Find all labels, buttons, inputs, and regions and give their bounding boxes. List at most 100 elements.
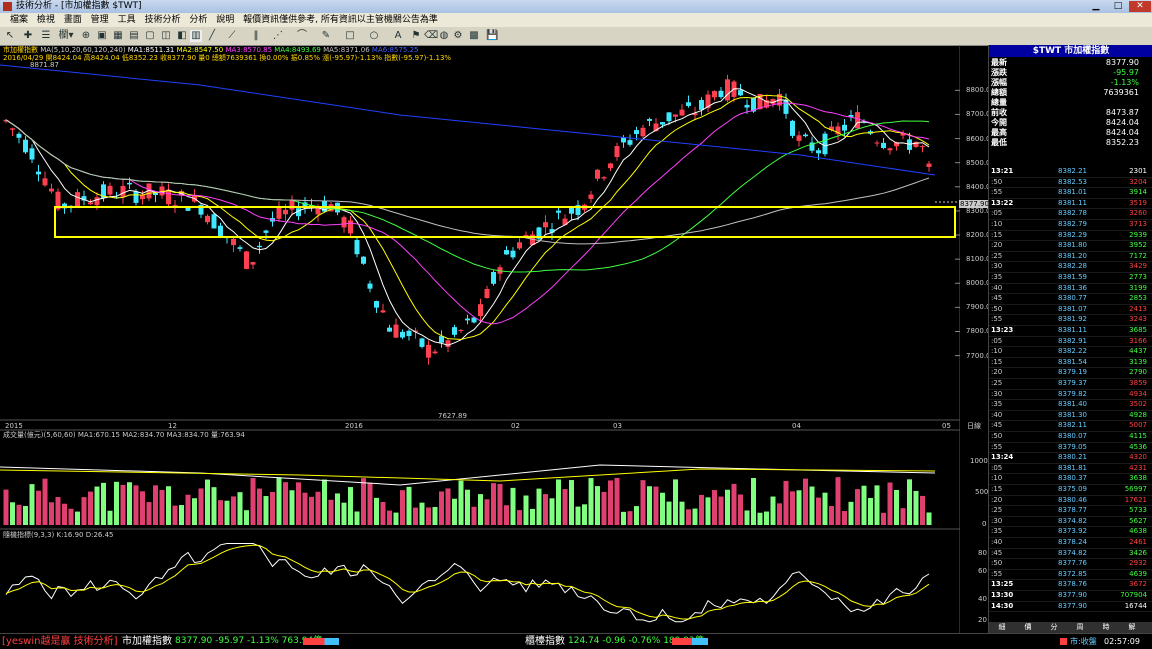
flag-icon[interactable]: ⚑ [411,30,421,41]
tick-row[interactable]: :35 8381.40 3502 [989,399,1152,411]
tick-row[interactable]: :55 8381.92 3243 [989,314,1152,326]
settings-icon[interactable]: ⚙ [453,30,463,41]
cursor-icon[interactable]: ↖ [5,30,15,41]
tick-row[interactable]: :55 8381.01 3914 [989,187,1152,199]
layout-icon[interactable]: ▤ [129,30,139,41]
tab-special[interactable]: 時 [1102,623,1110,631]
fit-icon[interactable]: ▣ [97,30,107,41]
tick-row[interactable]: 13:21 8382.21 2301 [989,166,1152,178]
tab-minute[interactable]: 分 [1050,623,1058,631]
window-icon[interactable]: ▢ [145,30,155,41]
menu-manage[interactable]: 管理 [90,15,109,25]
tick-row[interactable]: :20 8380.46 17621 [989,495,1152,507]
tick-row[interactable]: :25 8379.37 3859 [989,378,1152,390]
tick-row[interactable]: :35 8373.92 4638 [989,526,1152,538]
menu-screen[interactable]: 畫面 [63,15,82,25]
menu-view[interactable]: 檢視 [36,15,55,25]
tick-row[interactable]: :50 8382.53 3204 [989,177,1152,189]
tab-price[interactable]: 價 [1024,623,1032,631]
tick-row[interactable]: 13:25 8378.76 3672 [989,579,1152,591]
tick-row[interactable]: :40 8381.36 3199 [989,283,1152,295]
indicator-icon[interactable]: ▥ [190,30,202,42]
tick-row[interactable]: :55 8379.05 4536 [989,442,1152,454]
tick-volume: 4115 [1129,432,1147,440]
color-icon[interactable]: ◍ [439,30,449,41]
tick-row[interactable]: :50 8380.07 4115 [989,431,1152,443]
volume-bar [49,502,54,525]
tick-row[interactable]: :05 8382.91 3166 [989,336,1152,348]
trend-icon[interactable]: ⟋ [228,30,236,41]
arc-icon[interactable]: ⌒ [297,30,307,41]
tick-row[interactable]: :40 8378.24 2461 [989,537,1152,549]
pen-icon[interactable]: ✎ [321,30,331,41]
minimize-button[interactable]: ▁ [1092,1,1100,11]
bars-icon[interactable]: ‖ [253,30,259,41]
list-icon[interactable]: ☰ [41,30,51,41]
tick-row[interactable]: :15 8382.29 2939 [989,230,1152,242]
circle-icon[interactable]: ○ [369,30,379,41]
tick-row[interactable]: :30 8374.82 5627 [989,516,1152,528]
d-line [5,544,930,620]
price-axis-label: 8500.0 [966,158,991,167]
tick-row[interactable]: 13:30 8377.90 707904 [989,590,1152,602]
palette-icon[interactable]: ▩ [469,30,479,41]
tick-row[interactable]: :10 8382.79 3713 [989,219,1152,231]
line-tool-icon[interactable]: ╱ [208,30,216,41]
eraser-icon[interactable]: ⌫ [424,30,439,41]
maximize-button[interactable]: □ [1113,1,1123,11]
menu-help[interactable]: 說明 [216,15,235,25]
menu-technical[interactable]: 技術分析 [144,15,181,25]
tick-row[interactable]: :10 8380.37 3638 [989,473,1152,485]
compare-icon[interactable]: ◧ [177,30,187,41]
tick-row[interactable]: :10 8382.22 4437 [989,346,1152,358]
menu-tools[interactable]: 工具 [117,15,136,25]
candle [699,100,704,110]
tick-row[interactable]: :40 8381.30 4928 [989,410,1152,422]
tick-row[interactable]: :45 8380.77 2853 [989,293,1152,305]
menu-analysis[interactable]: 分析 [189,15,208,25]
volume-bar [829,506,834,525]
tick-row[interactable]: :45 8374.82 3426 [989,548,1152,560]
tick-row[interactable]: :05 8381.81 4231 [989,463,1152,475]
tick-row[interactable]: :35 8381.59 2773 [989,272,1152,284]
tick-row[interactable]: :55 8372.85 4639 [989,569,1152,581]
tick-row[interactable]: :15 8375.09 56997 [989,484,1152,496]
tab-explain[interactable]: 解 [1128,623,1136,631]
tick-row[interactable]: :30 8382.28 3429 [989,261,1152,273]
tick-price: 8377.90 [1058,591,1087,599]
tab-week[interactable]: 周 [1076,623,1084,631]
chart-area[interactable]: 市加權指數 MA(5,10,20,60,120,240) MA1:8511.31… [0,45,991,633]
tab-detail[interactable]: 細 [998,623,1006,631]
tick-row[interactable]: :25 8378.77 5733 [989,505,1152,517]
volume-bar [822,492,828,525]
tick-row[interactable]: :50 8377.76 2932 [989,558,1152,570]
volume-bar [94,486,100,525]
volume-bar [770,496,776,525]
grid-icon[interactable]: ▦ [113,30,123,41]
tick-row[interactable]: 13:22 8381.11 3519 [989,198,1152,210]
rect-icon[interactable]: □ [345,30,355,41]
fan-icon[interactable]: ⋰ [273,30,283,41]
candle [913,141,919,147]
tick-row[interactable]: 13:23 8381.11 3685 [989,325,1152,337]
tick-row[interactable]: :50 8381.07 2413 [989,304,1152,316]
tick-row[interactable]: :30 8379.82 4934 [989,389,1152,401]
tick-row[interactable]: :25 8381.20 7172 [989,251,1152,263]
chart-icon[interactable]: ◫ [161,30,171,41]
tick-row[interactable]: 13:24 8380.21 4320 [989,452,1152,464]
tick-row[interactable]: :20 8381.80 3952 [989,240,1152,252]
crosshair-icon[interactable]: ✚ [23,30,33,41]
tick-row[interactable]: :45 8382.11 5007 [989,420,1152,432]
save-icon[interactable]: 💾 [486,30,499,41]
menu-file[interactable]: 檔案 [10,15,29,25]
close-button[interactable]: ✕ [1129,1,1151,12]
text-icon[interactable]: A [394,30,402,41]
zoom-in-icon[interactable]: ⊕ [81,30,91,41]
kd-legend: 隨機指標(9,3,3) K:16.90 D:26.45 [3,531,114,539]
tick-row[interactable]: :05 8382.78 3260 [989,208,1152,220]
tick-row[interactable]: :20 8379.19 2790 [989,367,1152,379]
period-icon[interactable]: 欄▾ [58,30,74,41]
tick-row[interactable]: 14:30 8377.90 16744 [989,601,1152,613]
chart-canvas[interactable] [0,45,960,633]
tick-row[interactable]: :15 8381.54 3139 [989,357,1152,369]
